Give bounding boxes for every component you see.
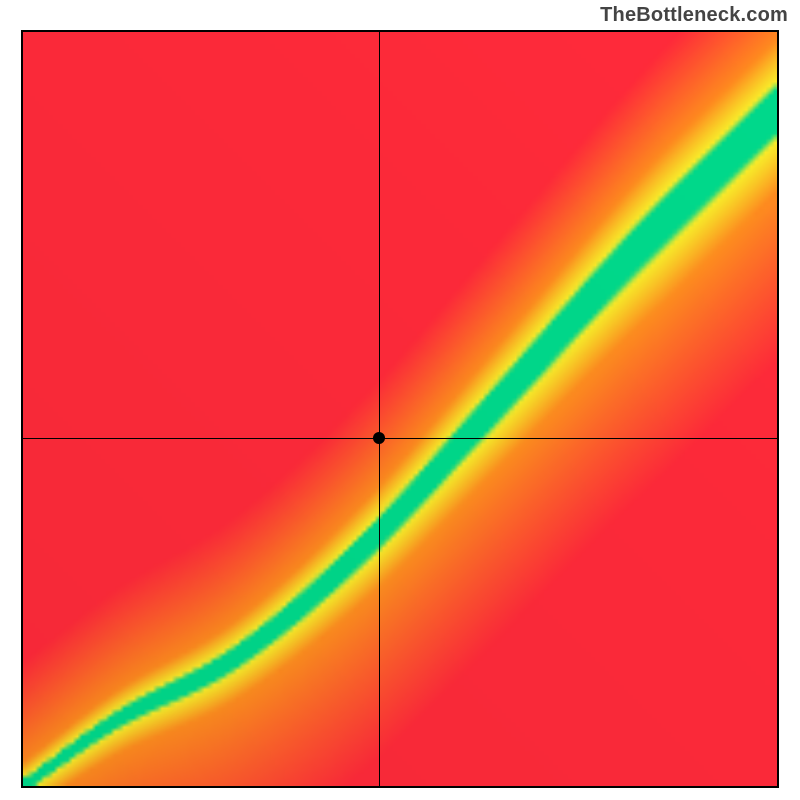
crosshair-horizontal: [23, 438, 777, 439]
watermark-text: TheBottleneck.com: [600, 4, 788, 27]
intersection-marker: [373, 432, 385, 444]
plot-frame: [21, 30, 779, 788]
crosshair-vertical: [379, 32, 380, 786]
heatmap-canvas: [23, 32, 777, 786]
